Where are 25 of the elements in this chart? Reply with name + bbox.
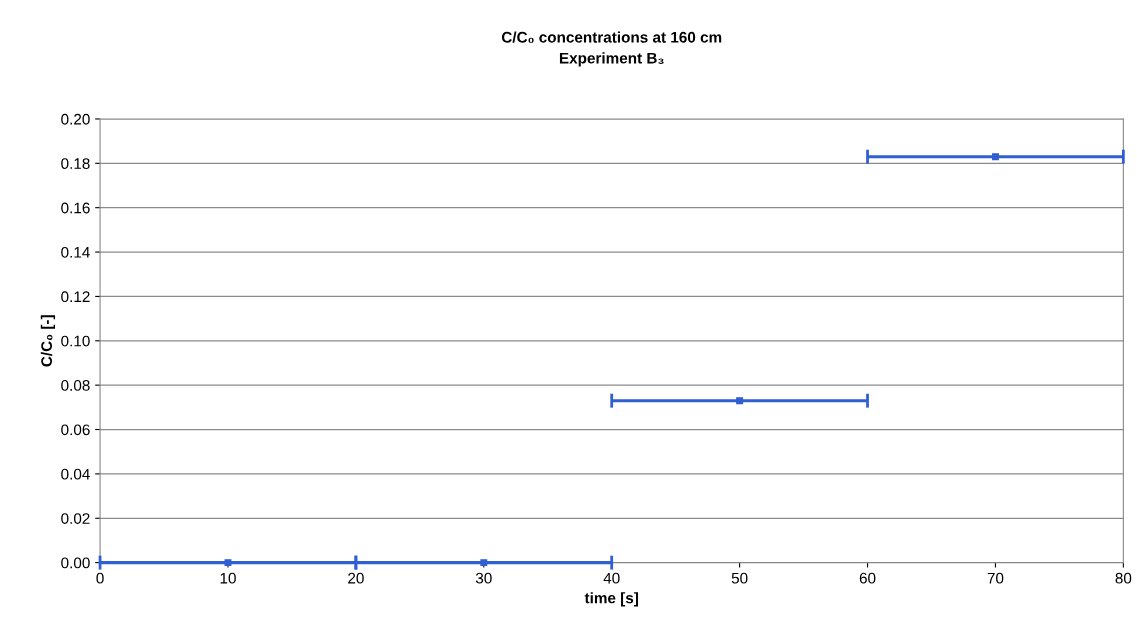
y-tick-label: 0.04 (61, 468, 90, 480)
y-tick-label: 0.20 (61, 113, 90, 125)
y-tick-label: 0.18 (61, 158, 90, 170)
x-tick-label: 60 (859, 572, 876, 584)
y-tick-label: 0.06 (61, 424, 90, 436)
x-axis-title: time [s] (584, 592, 639, 607)
y-tick-label: 0.10 (61, 335, 90, 347)
x-tick-label: 30 (475, 572, 492, 584)
y-tick-label: 0.12 (61, 291, 90, 303)
x-tick-label: 10 (220, 572, 236, 584)
x-tick-label: 50 (731, 572, 748, 584)
chart-title: C/C₀ concentrations at 160 cm Experiment B₃ (501, 31, 722, 67)
point (991, 153, 999, 161)
y-tick-label: 0.02 (61, 513, 90, 524)
x-tick-label: 0 (96, 572, 104, 584)
y-tick-label: 0.16 (61, 202, 90, 214)
x-tick-label: 80 (1115, 572, 1132, 584)
x-tick-label: 20 (348, 572, 364, 584)
y-tick-label: 0.14 (61, 246, 90, 258)
x-tick-label: 70 (987, 572, 1004, 584)
y-axis-title: C/C₀ [-] (40, 315, 56, 367)
y-tick-label: 0.00 (61, 557, 90, 569)
y-tick-label: 0.08 (61, 380, 90, 391)
x-tick-label: 40 (603, 572, 620, 584)
point (736, 397, 744, 405)
